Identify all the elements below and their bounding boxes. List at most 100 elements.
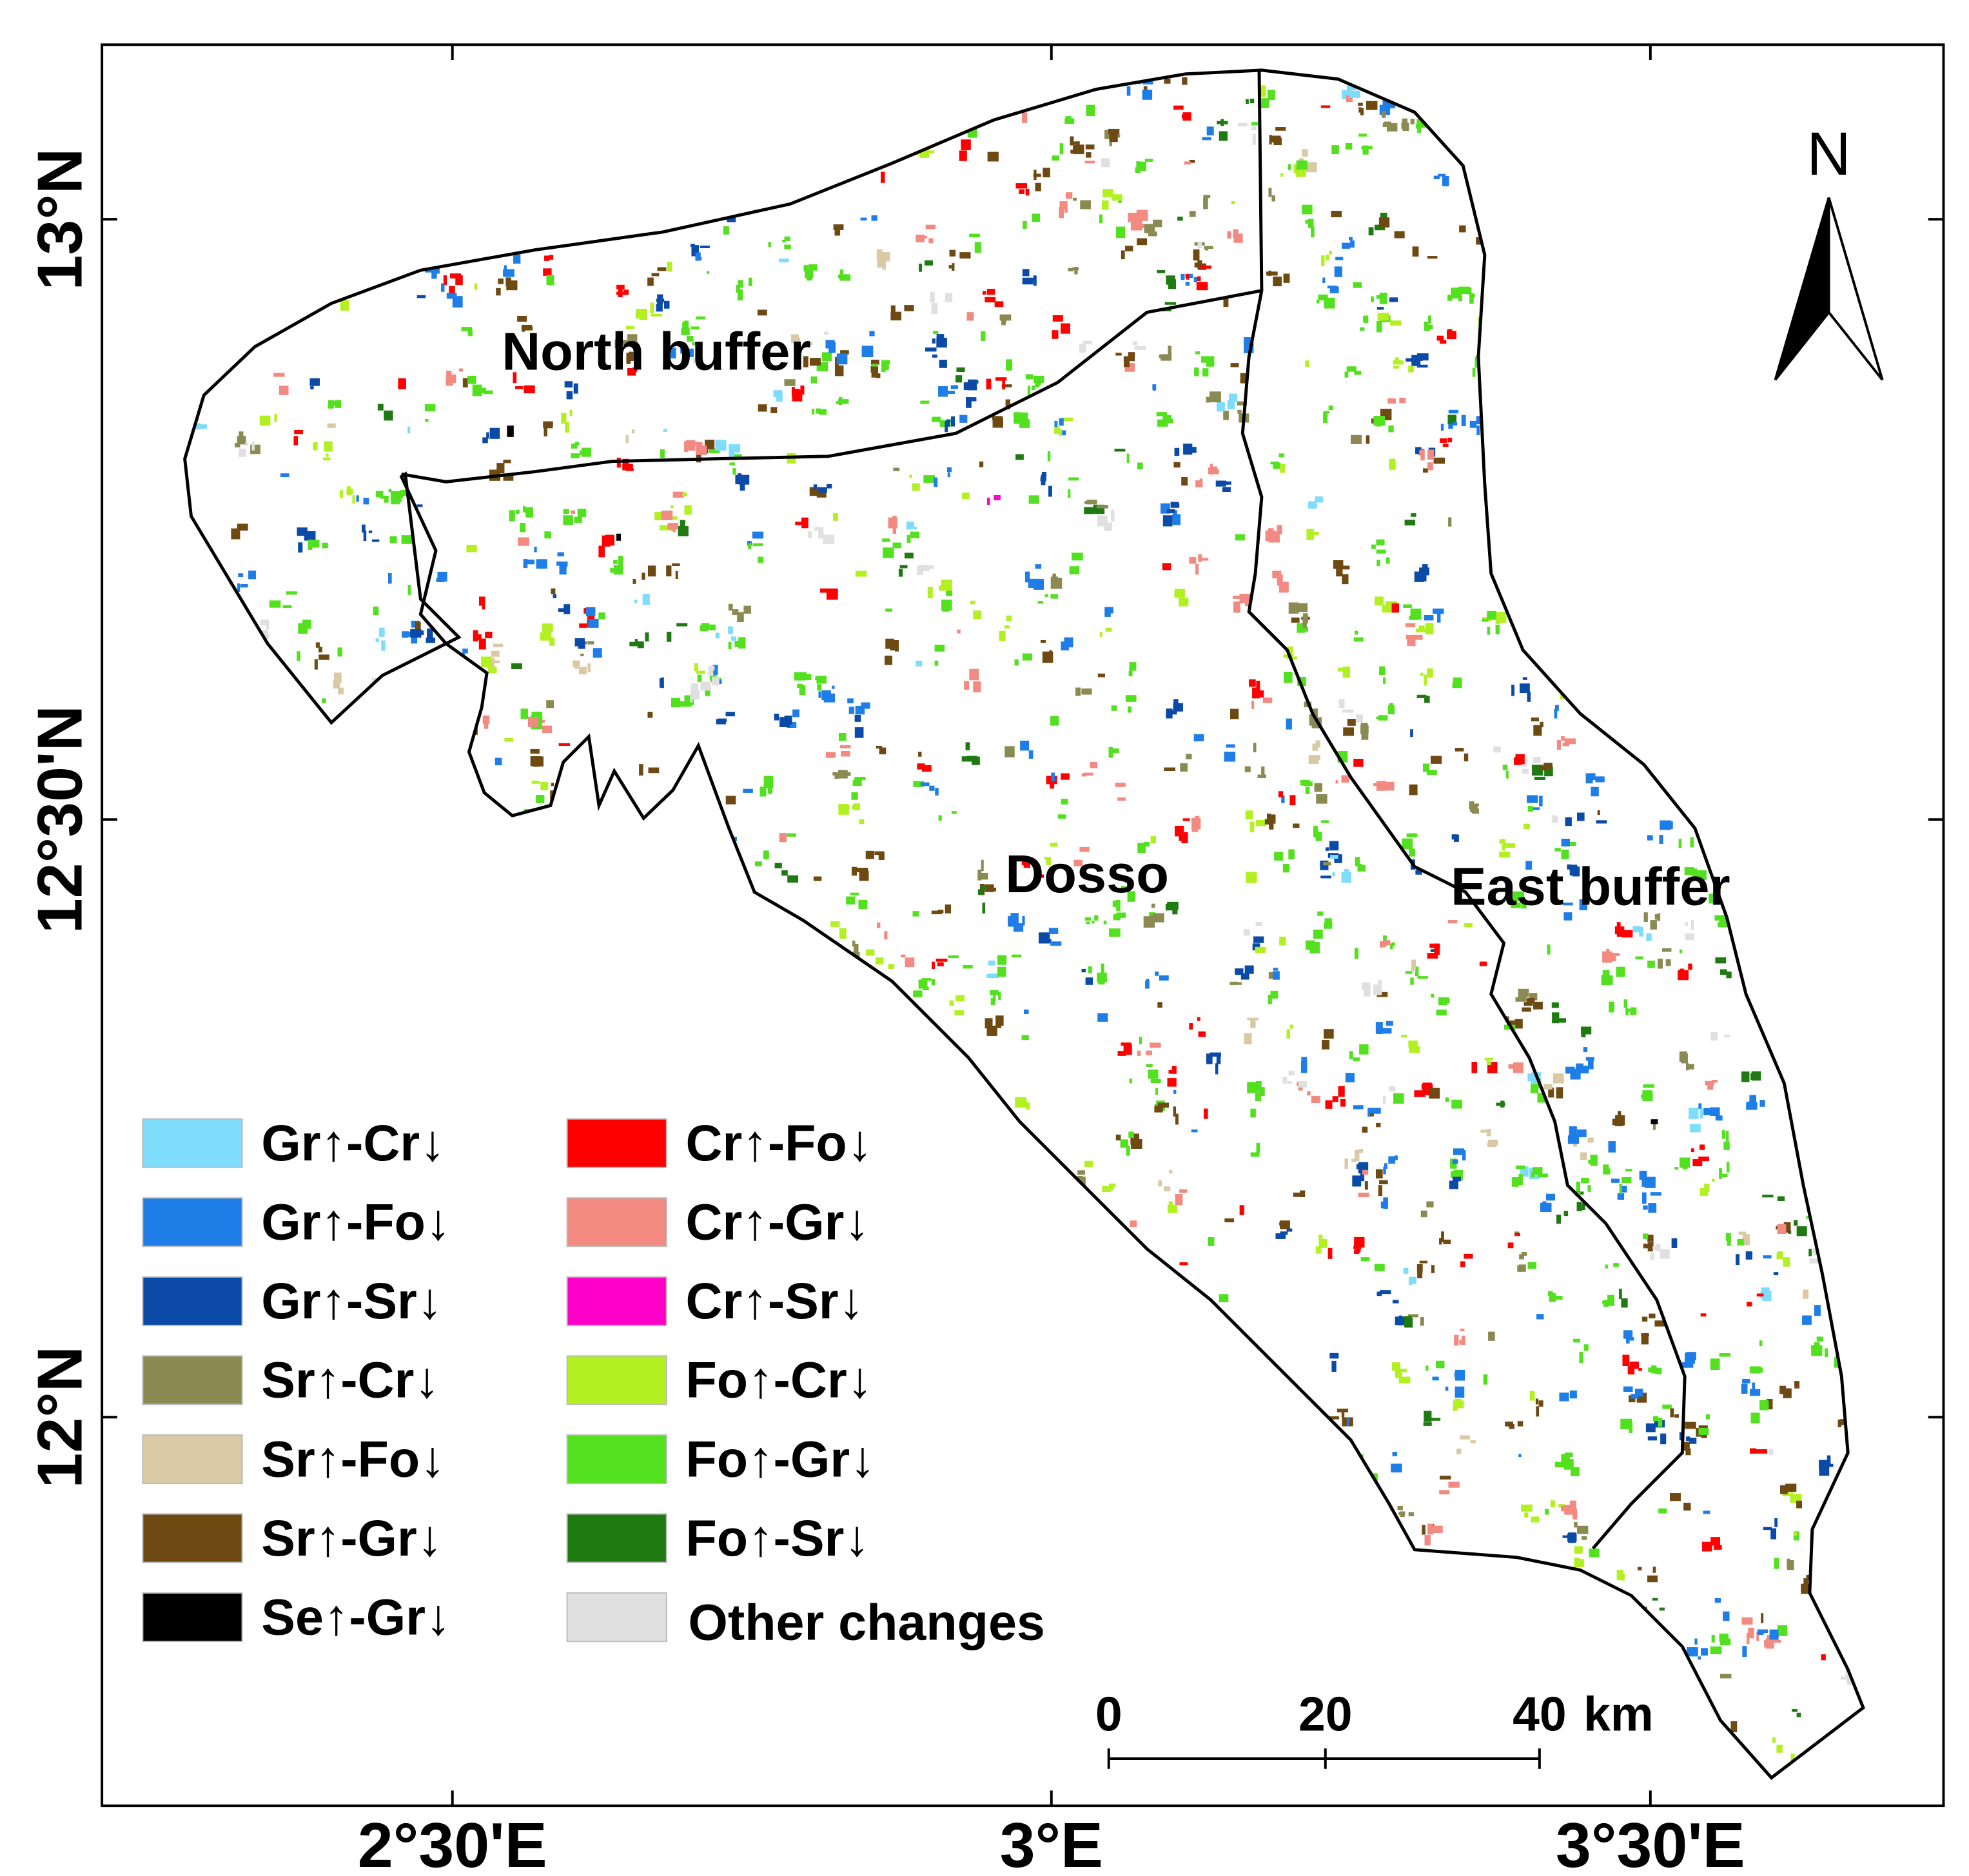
land-cover-patch xyxy=(598,612,605,620)
land-cover-patch xyxy=(1126,86,1131,96)
land-cover-patch xyxy=(705,686,710,696)
land-cover-patch xyxy=(1028,578,1039,588)
land-cover-patch xyxy=(1244,342,1251,346)
land-cover-patch xyxy=(1384,781,1395,791)
land-cover-patch xyxy=(730,636,736,641)
land-cover-patch xyxy=(1362,145,1369,155)
land-cover-patch xyxy=(981,886,986,890)
land-cover-patch xyxy=(1070,136,1074,146)
land-cover-patch xyxy=(561,413,567,424)
land-cover-patch xyxy=(1484,1057,1494,1061)
land-cover-patch xyxy=(1576,1525,1589,1534)
land-cover-patch xyxy=(1306,529,1314,540)
land-cover-patch xyxy=(928,238,934,244)
land-cover-patch xyxy=(1405,623,1416,627)
land-cover-patch xyxy=(1255,819,1266,826)
land-cover-patch xyxy=(1574,1521,1578,1528)
land-cover-patch xyxy=(1362,1169,1368,1175)
land-cover-patch xyxy=(1304,781,1313,787)
land-cover-patch xyxy=(1658,1508,1667,1514)
land-cover-patch xyxy=(546,700,554,708)
land-cover-patch xyxy=(1345,142,1353,150)
land-cover-patch xyxy=(340,300,349,311)
land-cover-patch xyxy=(1518,1264,1526,1272)
land-cover-patch xyxy=(462,378,468,387)
land-cover-patch xyxy=(375,638,379,643)
land-cover-patch xyxy=(1749,1366,1761,1374)
land-cover-patch xyxy=(1074,266,1078,275)
land-cover-patch xyxy=(1640,1171,1645,1180)
land-cover-patch xyxy=(384,412,391,418)
land-cover-patch xyxy=(856,868,868,873)
land-cover-patch xyxy=(978,889,983,895)
land-cover-patch xyxy=(1631,1394,1638,1399)
land-cover-patch xyxy=(1513,1062,1524,1073)
land-cover-patch xyxy=(925,224,936,230)
land-cover-patch xyxy=(1356,1248,1361,1253)
land-cover-patch xyxy=(1507,1242,1514,1249)
land-cover-patch xyxy=(950,385,959,389)
land-cover-patch xyxy=(558,608,569,612)
land-cover-patch xyxy=(280,473,289,477)
land-cover-patch xyxy=(919,565,930,571)
land-cover-patch xyxy=(973,610,982,620)
land-cover-patch xyxy=(1455,1386,1465,1398)
land-cover-patch xyxy=(964,681,970,690)
land-cover-patch xyxy=(593,648,602,658)
land-cover-patch xyxy=(1121,1042,1131,1046)
land-cover-patch xyxy=(1075,687,1081,696)
land-cover-patch xyxy=(1240,973,1249,980)
land-cover-patch xyxy=(1203,195,1211,198)
land-cover-patch xyxy=(912,483,920,491)
land-cover-patch xyxy=(425,418,429,422)
land-cover-patch xyxy=(1608,1141,1616,1153)
land-cover-patch xyxy=(571,510,575,514)
land-cover-patch xyxy=(1288,164,1291,170)
land-cover-patch xyxy=(1527,797,1538,801)
land-cover-patch xyxy=(1406,833,1418,837)
land-cover-patch xyxy=(1279,936,1286,946)
land-cover-patch xyxy=(1701,1648,1708,1656)
land-cover-patch xyxy=(1246,872,1257,883)
land-cover-patch xyxy=(813,484,818,490)
land-cover-patch xyxy=(1215,480,1226,487)
land-cover-patch xyxy=(1376,781,1386,791)
land-cover-patch xyxy=(1471,808,1479,814)
land-cover-patch xyxy=(326,453,329,457)
land-cover-patch xyxy=(1582,1202,1585,1211)
land-cover-patch xyxy=(237,583,240,592)
land-cover-patch xyxy=(1130,1220,1137,1227)
land-cover-patch xyxy=(697,674,702,682)
land-cover-patch xyxy=(384,496,389,503)
land-cover-patch xyxy=(732,609,739,615)
land-cover-patch xyxy=(1647,1436,1658,1441)
land-cover-patch xyxy=(916,234,925,242)
land-cover-patch xyxy=(1580,1152,1587,1160)
land-cover-patch xyxy=(839,269,844,280)
land-cover-patch xyxy=(1611,1178,1620,1183)
land-cover-patch xyxy=(782,239,786,243)
land-cover-patch xyxy=(1527,692,1531,702)
land-cover-patch xyxy=(1777,1196,1785,1202)
land-cover-patch xyxy=(1021,112,1028,123)
land-cover-patch xyxy=(853,943,859,955)
land-cover-patch xyxy=(691,245,700,257)
land-cover-patch xyxy=(854,777,866,781)
land-cover-patch xyxy=(821,352,832,362)
land-cover-patch xyxy=(1270,990,1278,999)
land-cover-patch xyxy=(1002,380,1005,390)
land-cover-patch xyxy=(723,226,729,235)
land-cover-patch xyxy=(1144,159,1153,162)
land-cover-patch xyxy=(333,680,340,689)
land-cover-patch xyxy=(841,750,850,757)
land-cover-patch xyxy=(1511,685,1514,696)
land-cover-patch xyxy=(563,604,571,614)
land-cover-patch xyxy=(1329,1353,1339,1359)
land-cover-patch xyxy=(1175,1194,1183,1206)
land-cover-patch xyxy=(1287,1080,1292,1084)
land-cover-patch xyxy=(1367,1108,1371,1117)
land-cover-patch xyxy=(1282,1077,1288,1084)
land-cover-patch xyxy=(792,389,800,395)
land-cover-patch xyxy=(1174,447,1180,456)
land-cover-patch xyxy=(1198,1031,1206,1037)
